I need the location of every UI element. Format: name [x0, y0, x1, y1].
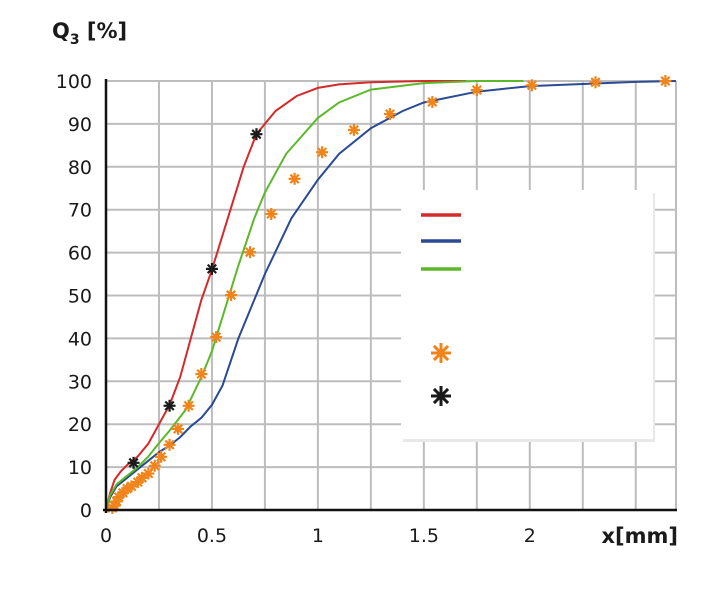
data-point-orange — [265, 207, 278, 220]
data-point-black — [250, 128, 263, 141]
data-point-orange — [525, 79, 538, 92]
data-point-orange — [244, 246, 257, 259]
y-tick-label: 40 — [68, 328, 92, 350]
y-tick-label: 50 — [68, 286, 92, 308]
tick-labels: 0 10 20 30 40 50 60 70 80 90 100 0 0.5 1 1.5 2 — [56, 71, 536, 547]
data-point-orange — [470, 84, 483, 97]
x-tick-label: 0 — [100, 525, 112, 547]
series-line-blue — [105, 80, 677, 511]
data-point-orange — [347, 123, 360, 136]
data-point-orange — [172, 422, 185, 435]
legend-box — [401, 190, 653, 439]
data-point-orange — [288, 172, 301, 185]
data-point-orange — [182, 399, 195, 412]
x-tick-label: 0.5 — [197, 525, 227, 547]
data-point-black — [163, 399, 176, 412]
data-point-orange — [210, 331, 223, 344]
data-point-orange — [426, 96, 439, 109]
data-point-orange — [125, 480, 138, 493]
x-tick-label: 2 — [524, 525, 536, 547]
data-point-orange — [383, 108, 396, 121]
y-tick-label: 70 — [68, 200, 92, 222]
y-tick-label: 30 — [68, 371, 92, 393]
x-tick-label: 1.5 — [409, 525, 439, 547]
x-axis-title: x[mm] — [601, 524, 678, 548]
axes — [103, 79, 677, 513]
y-tick-label: 80 — [68, 157, 92, 179]
y-axis-title: Q3 [%] — [52, 19, 127, 48]
y-tick-label: 0 — [80, 500, 92, 522]
data-point-orange — [195, 368, 208, 381]
data-point-orange — [225, 289, 238, 302]
data-point-orange — [659, 75, 672, 87]
series-layer — [105, 75, 677, 514]
y-tick-label: 10 — [68, 457, 92, 479]
data-point-orange — [163, 438, 176, 451]
data-point-orange — [110, 495, 123, 508]
legend-marker-orange — [431, 343, 451, 363]
y-tick-label: 90 — [68, 114, 92, 136]
legend-marker-black — [431, 386, 451, 406]
data-point-black — [205, 262, 218, 275]
y-tick-label: 60 — [68, 243, 92, 265]
data-point-orange — [155, 450, 168, 463]
y-tick-label: 20 — [68, 414, 92, 436]
legend — [401, 190, 655, 442]
data-point-orange — [316, 146, 329, 159]
data-point-orange — [148, 459, 161, 472]
data-point-black — [127, 456, 140, 469]
data-point-orange — [136, 471, 149, 484]
x-tick-label: 1 — [312, 525, 324, 547]
data-point-orange — [589, 76, 602, 89]
y-tick-label: 100 — [56, 71, 92, 93]
